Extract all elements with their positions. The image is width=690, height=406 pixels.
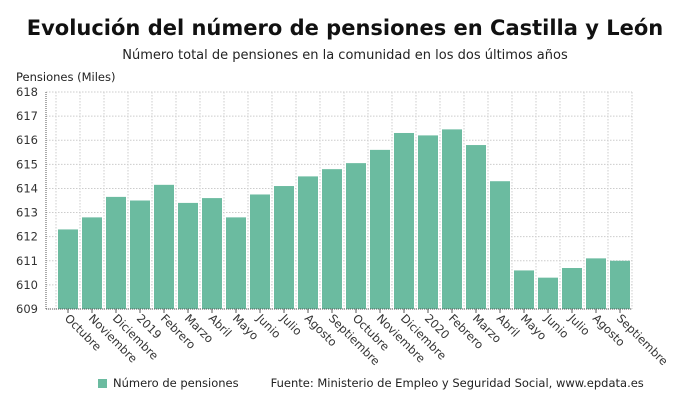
chart-subtitle: Número total de pensiones en la comunida…	[122, 48, 568, 63]
bar	[58, 229, 78, 309]
bar	[562, 268, 582, 309]
bar	[82, 217, 102, 309]
source-note: Fuente: Ministerio de Empleo y Seguridad…	[270, 376, 644, 390]
bar	[538, 277, 558, 309]
bar	[154, 184, 174, 309]
bar	[178, 202, 198, 309]
bar	[322, 169, 342, 309]
y-tick-label: 609	[16, 302, 38, 316]
bar	[274, 186, 294, 309]
bar	[442, 129, 462, 309]
x-tick-label: Julio	[277, 311, 305, 339]
bar	[514, 270, 534, 309]
bar	[490, 181, 510, 309]
y-tick-label: 614	[16, 181, 38, 195]
legend: Número de pensiones Fuente: Ministerio d…	[98, 376, 644, 390]
bar	[466, 145, 486, 309]
bar	[586, 258, 606, 309]
y-tick-label: 610	[16, 278, 38, 292]
legend-label: Número de pensiones	[113, 376, 239, 390]
y-tick-label: 617	[16, 109, 38, 123]
legend-swatch	[98, 378, 107, 388]
bar	[610, 260, 630, 309]
x-tick-label: Mayo	[230, 311, 262, 343]
bar	[250, 194, 270, 309]
y-tick-label: 615	[16, 157, 38, 171]
y-tick-label: 611	[16, 254, 38, 268]
bar	[394, 132, 414, 309]
chart-title: Evolución del número de pensiones en Cas…	[26, 16, 664, 40]
y-tick-label: 613	[16, 206, 38, 220]
bar	[106, 196, 126, 309]
x-tick-label: Mayo	[518, 311, 550, 343]
bar	[370, 149, 390, 309]
y-tick-label: 612	[16, 230, 38, 244]
x-tick-label: Julio	[565, 311, 593, 339]
y-tick-label: 618	[16, 85, 38, 99]
bar	[226, 217, 246, 309]
y-tick-label: 616	[16, 133, 38, 147]
bar	[346, 163, 366, 309]
y-axis-label: Pensiones (Miles)	[16, 70, 116, 84]
bar	[130, 200, 150, 309]
bar	[418, 135, 438, 309]
bar	[298, 176, 318, 309]
bar	[202, 198, 222, 309]
